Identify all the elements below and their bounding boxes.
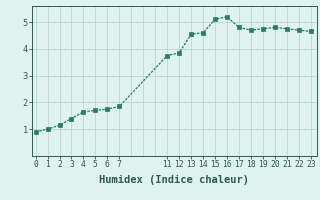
- X-axis label: Humidex (Indice chaleur): Humidex (Indice chaleur): [100, 175, 249, 185]
